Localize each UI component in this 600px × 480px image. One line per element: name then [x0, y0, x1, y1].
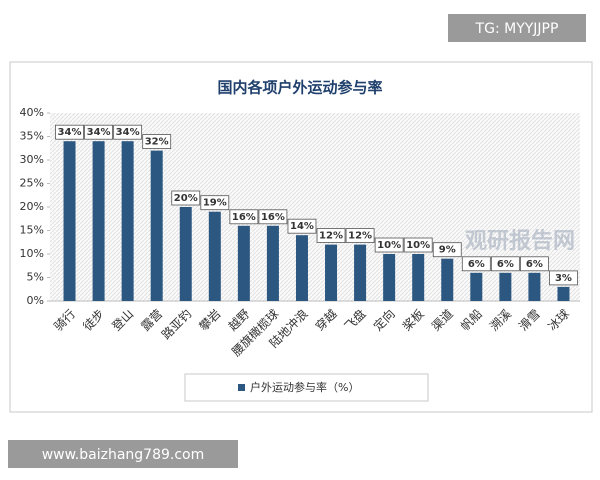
watermark-box — [448, 14, 586, 42]
value-label-box — [113, 124, 143, 140]
value-label-box — [316, 228, 346, 244]
value-label: 20% — [174, 193, 198, 204]
value-label-box — [345, 228, 375, 244]
value-label: 34% — [87, 127, 111, 138]
bar — [470, 272, 483, 301]
y-tick-label: 20% — [20, 200, 44, 213]
value-label: 6% — [526, 259, 543, 270]
y-tick-label: 5% — [27, 271, 44, 284]
y-tick-label: 25% — [20, 177, 44, 190]
watermark: www.baizhang789.com — [42, 447, 205, 463]
watermark: 观研报告网 — [465, 229, 575, 254]
watermark: TG: MYYJJPP — [475, 21, 559, 37]
value-label-box — [403, 237, 433, 253]
bar — [92, 141, 105, 301]
value-label-box — [520, 256, 549, 272]
value-label: 14% — [290, 221, 314, 232]
value-label-box — [142, 134, 172, 150]
bar — [441, 258, 454, 301]
value-label: 10% — [377, 240, 401, 251]
value-label-box — [171, 190, 201, 206]
bar — [499, 272, 512, 301]
legend — [184, 373, 429, 402]
legend-label: 户外运动参与率（%） — [250, 380, 359, 394]
y-tick-label: 30% — [20, 153, 44, 166]
y-tick-label: 0% — [27, 294, 44, 307]
bar — [121, 141, 134, 301]
bar — [557, 286, 570, 301]
value-label-box — [55, 124, 84, 140]
value-label: 3% — [555, 273, 572, 284]
bar — [237, 225, 250, 301]
value-label: 19% — [203, 198, 227, 209]
bar — [412, 254, 425, 301]
value-label-box — [432, 242, 462, 258]
bar — [295, 235, 308, 301]
bar — [150, 150, 163, 301]
value-label-box — [490, 256, 520, 272]
value-label: 34% — [116, 127, 140, 138]
value-label-box — [200, 195, 230, 211]
value-label: 34% — [58, 127, 82, 138]
bar — [266, 225, 279, 301]
value-label: 9% — [439, 245, 456, 256]
value-label: 12% — [348, 231, 372, 242]
value-label: 32% — [145, 137, 169, 148]
value-label: 6% — [468, 259, 485, 270]
value-label-box — [258, 209, 288, 225]
value-label-box — [229, 209, 259, 225]
bar — [179, 207, 192, 301]
value-label: 12% — [319, 231, 343, 242]
y-tick-label: 35% — [20, 130, 44, 143]
bar — [354, 244, 367, 301]
value-label: 16% — [261, 212, 285, 223]
bar — [63, 141, 76, 301]
bar — [325, 244, 338, 301]
value-label-box — [84, 124, 113, 140]
value-label-box — [549, 270, 578, 286]
value-label-box — [374, 237, 404, 253]
value-label: 6% — [497, 259, 514, 270]
bar — [208, 211, 221, 301]
y-tick-label: 40% — [20, 106, 44, 119]
legend-swatch — [238, 384, 245, 391]
value-label-box — [461, 256, 491, 272]
value-label: 16% — [232, 212, 256, 223]
y-tick-label: 10% — [20, 247, 44, 260]
value-label: 10% — [406, 240, 430, 251]
chart-title: 国内各项户外运动参与率 — [217, 79, 382, 97]
y-tick-label: 15% — [20, 224, 44, 237]
value-label-box — [287, 218, 317, 234]
bar — [383, 254, 396, 301]
watermark-box — [8, 440, 238, 468]
bar — [528, 272, 541, 301]
